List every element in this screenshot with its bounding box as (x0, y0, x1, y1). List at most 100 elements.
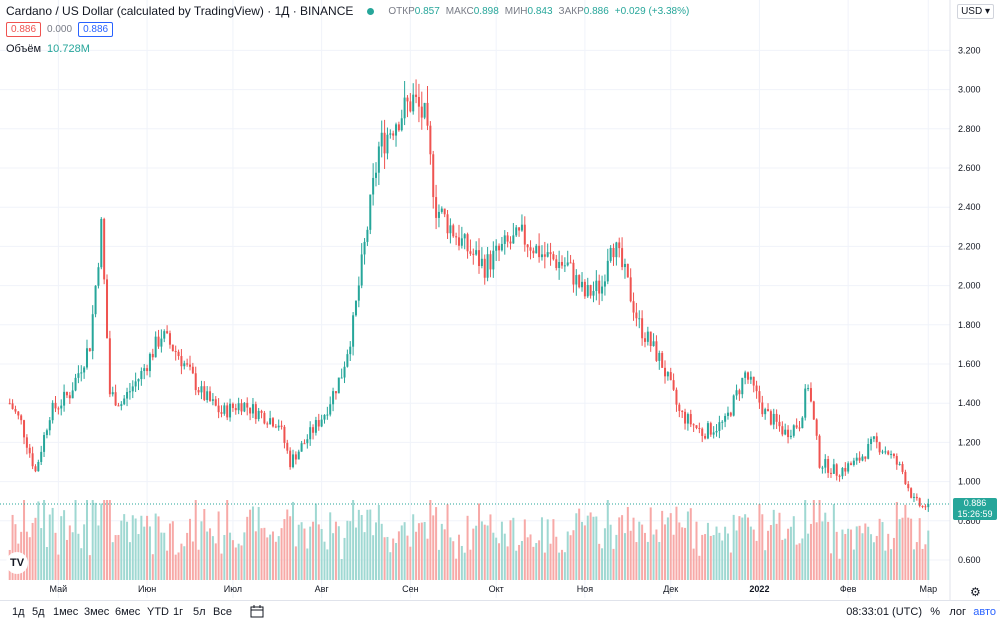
volume-bar (489, 514, 492, 580)
timeframe-ytd[interactable]: YTD (147, 606, 169, 618)
volume-bar (326, 549, 329, 580)
candle-body (643, 338, 646, 342)
y-tick-label: 0.600 (958, 555, 981, 565)
volume-bars (8, 500, 930, 580)
volume-bar (532, 546, 535, 580)
candle-body (120, 404, 123, 406)
candle-body (861, 456, 864, 461)
candle-body (486, 254, 489, 278)
timeframe-1m[interactable]: 1мес (53, 606, 79, 618)
candle-body (847, 463, 850, 472)
y-tick-label: 1.800 (958, 320, 981, 330)
candle-body (801, 417, 804, 429)
candle-body (117, 405, 120, 407)
volume-bar (446, 504, 449, 580)
sell-price-box[interactable]: 0.886 (6, 22, 42, 37)
candle-body (592, 291, 595, 296)
candle-body (881, 451, 884, 453)
volume-bar (306, 548, 309, 580)
grid (0, 0, 950, 598)
timeframe-1y[interactable]: 1г (173, 606, 184, 618)
candle-body (191, 366, 194, 374)
volume-bar (280, 528, 283, 580)
candle-body (555, 259, 558, 269)
buy-price-box[interactable]: 0.886 (78, 22, 114, 37)
volume-bar (669, 513, 672, 580)
candle-body (417, 96, 420, 107)
currency-selector[interactable]: USD ▾ (957, 4, 994, 19)
utc-clock[interactable]: 08:33:01 (UTC) (846, 606, 922, 618)
volume-bar (789, 526, 792, 580)
log-toggle[interactable]: лог (949, 606, 966, 618)
volume-bar (595, 516, 598, 580)
volume-bar (237, 543, 240, 580)
market-status-icon (367, 7, 375, 15)
percent-toggle[interactable]: % (930, 606, 940, 618)
candle-body (254, 404, 257, 420)
volume-bar (369, 509, 372, 580)
volume-bar (128, 542, 131, 580)
volume-bar (103, 500, 106, 580)
timeframe-all[interactable]: Все (213, 606, 232, 618)
candle-body (352, 315, 355, 347)
volume-bar (701, 534, 704, 580)
timeframe-5y[interactable]: 5л (193, 606, 206, 618)
candle-body (778, 421, 781, 427)
candle-body (646, 331, 649, 342)
volume-bar (480, 521, 483, 580)
volume-bar (724, 526, 727, 580)
candle-body (17, 411, 20, 416)
volume-bar (689, 508, 692, 580)
volume-bar (400, 525, 403, 580)
candle-body (629, 277, 632, 302)
timeframe-5d[interactable]: 5д (32, 606, 45, 618)
volume-bar (744, 514, 747, 580)
volume-bar (775, 523, 778, 580)
volume-bar (555, 536, 558, 580)
candle-body (400, 118, 403, 131)
candle-body (492, 250, 495, 270)
candle-body (812, 401, 815, 420)
timeframe-3m[interactable]: 3мес (84, 606, 110, 618)
volume-bar (635, 542, 638, 580)
candle-body (406, 97, 409, 102)
volume-bar (601, 548, 604, 580)
candle-body (844, 467, 847, 472)
volume-bar (329, 512, 332, 580)
symbol-title[interactable]: Cardano / US Dollar (calculated by Tradi… (6, 4, 354, 18)
candle-body (678, 404, 681, 411)
volume-bar (515, 550, 518, 580)
candle-body (500, 243, 503, 251)
x-tick-label: Июн (138, 584, 156, 594)
timeframe-1d[interactable]: 1д (12, 606, 25, 618)
x-tick-label: Фев (840, 584, 857, 594)
candle-body (286, 442, 289, 451)
candle-body (758, 391, 761, 403)
volume-bar (764, 550, 767, 580)
volume-bar (194, 500, 197, 580)
candle-body (460, 238, 463, 246)
volume-bar (312, 521, 315, 580)
candle-body (621, 248, 624, 268)
candle-body (535, 245, 538, 254)
price-chart[interactable]: 0.600 0.800 1.000 1.200 1.400 1.600 1.800 2.000… (0, 0, 1000, 600)
volume-bar (88, 555, 91, 580)
tradingview-logo[interactable]: TV (6, 552, 28, 574)
candle-body (483, 258, 486, 278)
low-value: 0.843 (527, 5, 553, 17)
timeframe-6m[interactable]: 6мес (115, 606, 141, 618)
volume-bar (68, 525, 71, 580)
gear-icon[interactable]: ⚙ (970, 585, 981, 599)
candle-body (131, 386, 134, 392)
candle-body (838, 475, 841, 477)
candle-body (798, 427, 801, 429)
candle-body (183, 363, 186, 367)
calendar-range-icon[interactable] (250, 605, 264, 624)
volume-bar (274, 541, 277, 580)
volume-bar (426, 538, 429, 580)
volume-bar (523, 519, 526, 580)
candle-body (540, 254, 543, 258)
auto-scale-toggle[interactable]: авто (973, 606, 996, 618)
volume-bar (71, 532, 74, 580)
volume-bar (409, 546, 412, 580)
